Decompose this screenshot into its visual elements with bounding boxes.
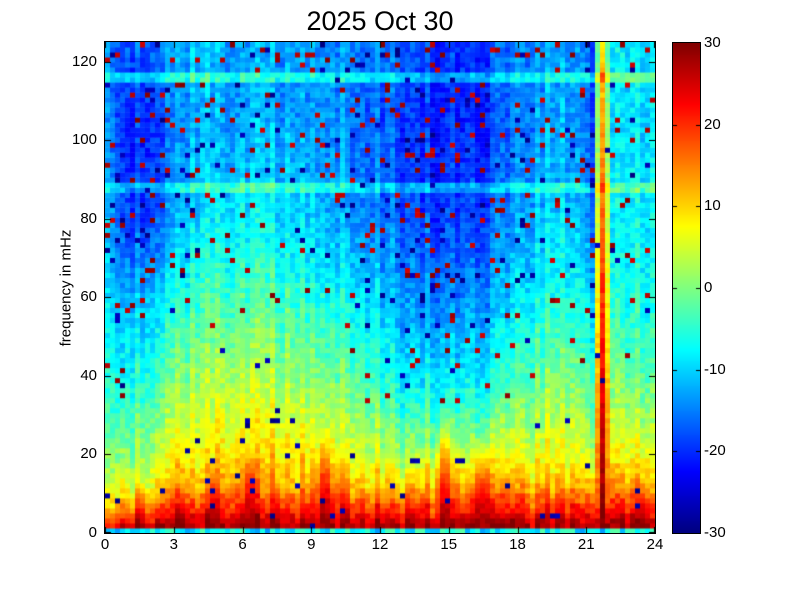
- y-tick-label: 40: [80, 366, 97, 384]
- x-tick-label: 21: [577, 536, 595, 553]
- colorbar-tick-label: 10: [704, 197, 721, 215]
- y-tick-label: 120: [71, 52, 97, 70]
- colorbar-tick-label: -30: [704, 524, 726, 541]
- x-tick-label: 3: [169, 536, 178, 553]
- chart-title: 2025 Oct 30: [306, 6, 454, 36]
- spectrogram-canvas: [105, 42, 655, 533]
- x-tick-label: 18: [509, 536, 526, 553]
- colorbar-tick-label: 20: [704, 115, 721, 133]
- y-tick-label: 80: [80, 209, 97, 227]
- colorbar-canvas: [673, 43, 700, 533]
- x-tick-label: 6: [238, 536, 247, 553]
- colorbar: [672, 42, 701, 534]
- y-axis-label: frequency in mHz: [57, 229, 75, 347]
- colorbar-tick-label: 0: [704, 279, 713, 296]
- plot-area: [104, 41, 656, 534]
- colorbar-tick-label: -10: [704, 360, 726, 378]
- x-tick-label: 9: [307, 536, 316, 553]
- x-tick-label: 0: [100, 536, 110, 553]
- y-tick-label: 0: [88, 524, 97, 541]
- colorbar-tick-label: -20: [704, 442, 726, 460]
- y-tick-label: 20: [80, 445, 97, 463]
- x-tick-label: 15: [440, 536, 458, 553]
- x-tick-label: 24: [646, 536, 664, 553]
- x-tick-label: 12: [371, 536, 389, 553]
- colorbar-tick-label: 30: [704, 34, 721, 51]
- y-tick-label: 100: [71, 131, 97, 149]
- y-tick-label: 60: [80, 288, 97, 306]
